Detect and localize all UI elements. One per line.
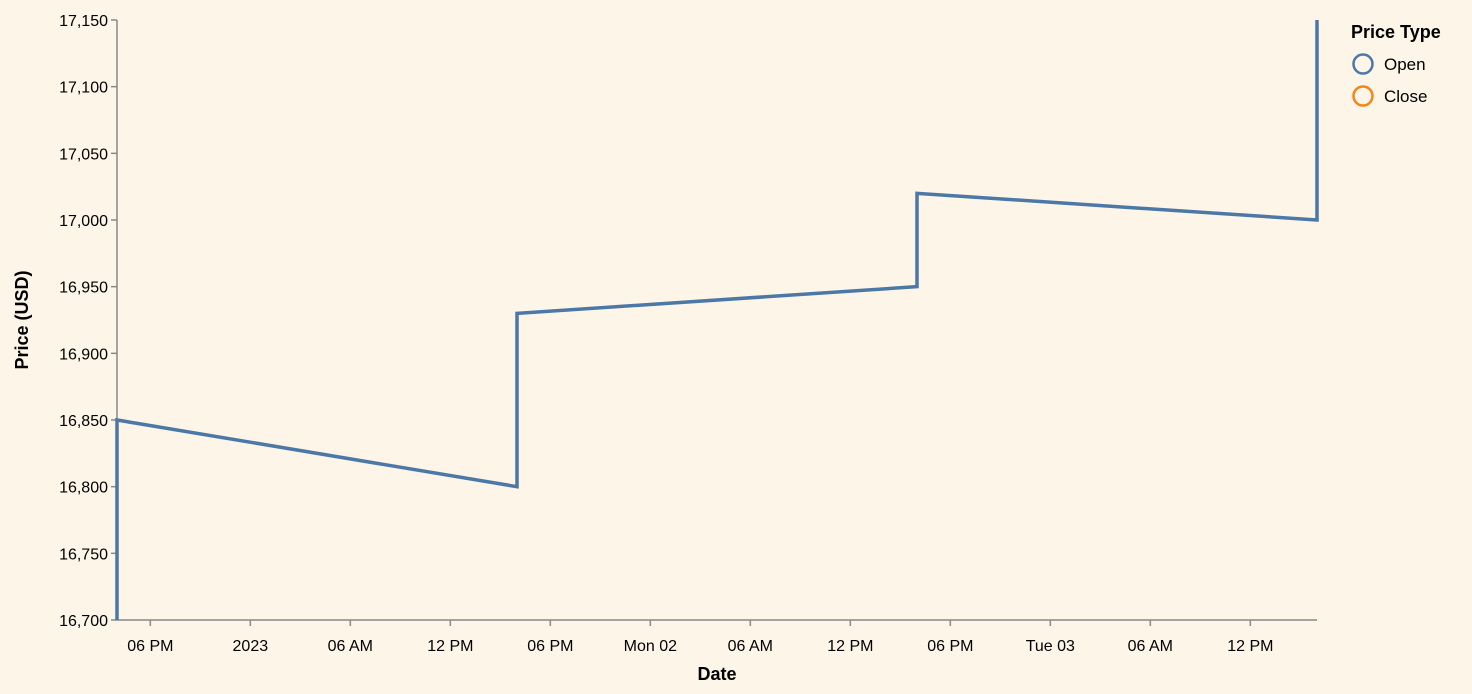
x-tick-label: 06 AM [1128, 638, 1173, 655]
y-tick-label: 16,800 [59, 480, 108, 497]
legend-item-close[interactable]: Close [1352, 85, 1428, 107]
x-axis-title: Date [697, 664, 736, 684]
x-tick-label: 06 PM [527, 638, 573, 655]
legend-symbol [1352, 53, 1374, 75]
y-tick-label: 17,000 [59, 213, 108, 230]
legend-label: Close [1384, 87, 1427, 106]
x-tick-label: 06 PM [127, 638, 173, 655]
y-tick-label: 17,150 [59, 13, 108, 30]
y-axis: 16,700 16,750 16,800 16,850 16,900 16,950 17,0… [59, 13, 118, 630]
x-tick-label: Mon 02 [624, 638, 677, 655]
legend-label: Open [1384, 55, 1426, 74]
y-tick-label: 16,700 [59, 613, 108, 630]
x-tick-label: 06 AM [728, 638, 773, 655]
y-tick-label: 16,750 [59, 546, 108, 563]
y-tick-label: 16,900 [59, 346, 108, 363]
plot-area [115, 20, 1319, 620]
series-line-open [115, 20, 1319, 620]
x-axis: 06 PM 2023 06 AM 12 PM 06 PM Mon 02 06 AM 12 PM… [117, 619, 1317, 655]
legend-symbol [1352, 85, 1374, 107]
legend-item-open[interactable]: Open [1352, 53, 1426, 75]
legend-title: Price Type [1351, 22, 1441, 42]
x-tick-label: 06 PM [927, 638, 973, 655]
legend[interactable]: Price Type Open Close [1351, 22, 1441, 107]
y-tick-label: 17,100 [59, 80, 108, 97]
x-tick-label: 12 PM [827, 638, 873, 655]
x-tick-label: 2023 [233, 638, 269, 655]
y-axis-title: Price (USD) [12, 270, 32, 369]
x-tick-label: 06 AM [328, 638, 373, 655]
x-tick-label: Tue 03 [1026, 638, 1075, 655]
x-tick-label: 12 PM [1227, 638, 1273, 655]
y-tick-label: 16,950 [59, 280, 108, 297]
x-tick-label: 12 PM [427, 638, 473, 655]
y-tick-label: 17,050 [59, 146, 108, 163]
y-tick-label: 16,850 [59, 413, 108, 430]
